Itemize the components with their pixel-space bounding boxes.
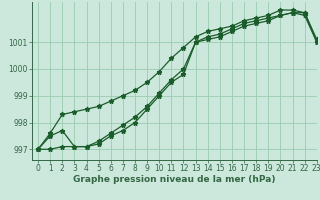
X-axis label: Graphe pression niveau de la mer (hPa): Graphe pression niveau de la mer (hPa) bbox=[73, 175, 276, 184]
